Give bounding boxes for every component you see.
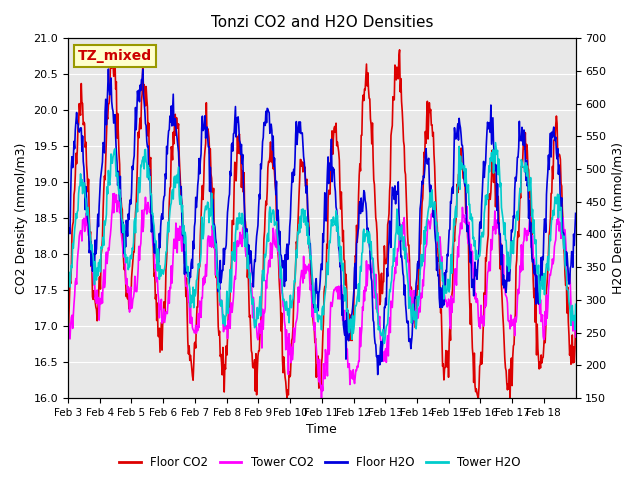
Line: Tower CO2: Tower CO2 <box>68 193 575 398</box>
Tower CO2 <box>317 395 325 401</box>
Floor H2O <box>243 226 250 231</box>
Tower CO2 <box>111 191 118 196</box>
Floor CO2 <box>396 47 403 53</box>
Tower CO2 <box>124 284 132 289</box>
Floor CO2 <box>374 267 382 273</box>
Line: Floor CO2: Floor CO2 <box>68 50 575 398</box>
Tower H2O <box>572 301 579 307</box>
Tower CO2 <box>262 278 269 284</box>
Floor H2O <box>218 275 225 281</box>
Floor H2O <box>404 320 412 326</box>
Tower H2O <box>381 340 388 346</box>
Tower H2O <box>403 268 411 274</box>
Floor CO2 <box>217 351 225 357</box>
Tower H2O <box>242 244 250 250</box>
Tower CO2 <box>243 243 250 249</box>
Floor H2O <box>375 355 383 361</box>
Tower H2O <box>217 303 225 309</box>
Floor CO2 <box>64 324 72 330</box>
X-axis label: Time: Time <box>307 423 337 436</box>
Title: Tonzi CO2 and H2O Densities: Tonzi CO2 and H2O Densities <box>211 15 433 30</box>
Tower CO2 <box>404 259 412 264</box>
Text: TZ_mixed: TZ_mixed <box>78 49 152 63</box>
Tower H2O <box>124 254 131 260</box>
Floor CO2 <box>572 318 579 324</box>
Floor CO2 <box>242 228 250 233</box>
Tower H2O <box>64 282 72 288</box>
Tower CO2 <box>572 334 579 340</box>
Tower H2O <box>261 254 269 260</box>
Legend: Floor CO2, Tower CO2, Floor H2O, Tower H2O: Floor CO2, Tower CO2, Floor H2O, Tower H… <box>115 452 525 474</box>
Floor H2O <box>124 211 132 217</box>
Tower H2O <box>374 311 381 316</box>
Y-axis label: H2O Density (mmol/m3): H2O Density (mmol/m3) <box>612 142 625 294</box>
Line: Floor H2O: Floor H2O <box>68 69 575 374</box>
Floor CO2 <box>404 231 412 237</box>
Floor CO2 <box>284 395 291 401</box>
Floor H2O <box>262 108 269 114</box>
Line: Tower H2O: Tower H2O <box>68 143 575 343</box>
Floor H2O <box>374 372 381 377</box>
Y-axis label: CO2 Density (mmol/m3): CO2 Density (mmol/m3) <box>15 143 28 294</box>
Tower CO2 <box>375 317 383 323</box>
Tower CO2 <box>218 297 225 303</box>
Tower CO2 <box>64 343 72 348</box>
Tower H2O <box>492 140 499 145</box>
Floor H2O <box>104 66 112 72</box>
Floor H2O <box>572 211 579 216</box>
Floor CO2 <box>261 209 269 215</box>
Floor H2O <box>64 231 72 237</box>
Floor CO2 <box>124 296 131 302</box>
